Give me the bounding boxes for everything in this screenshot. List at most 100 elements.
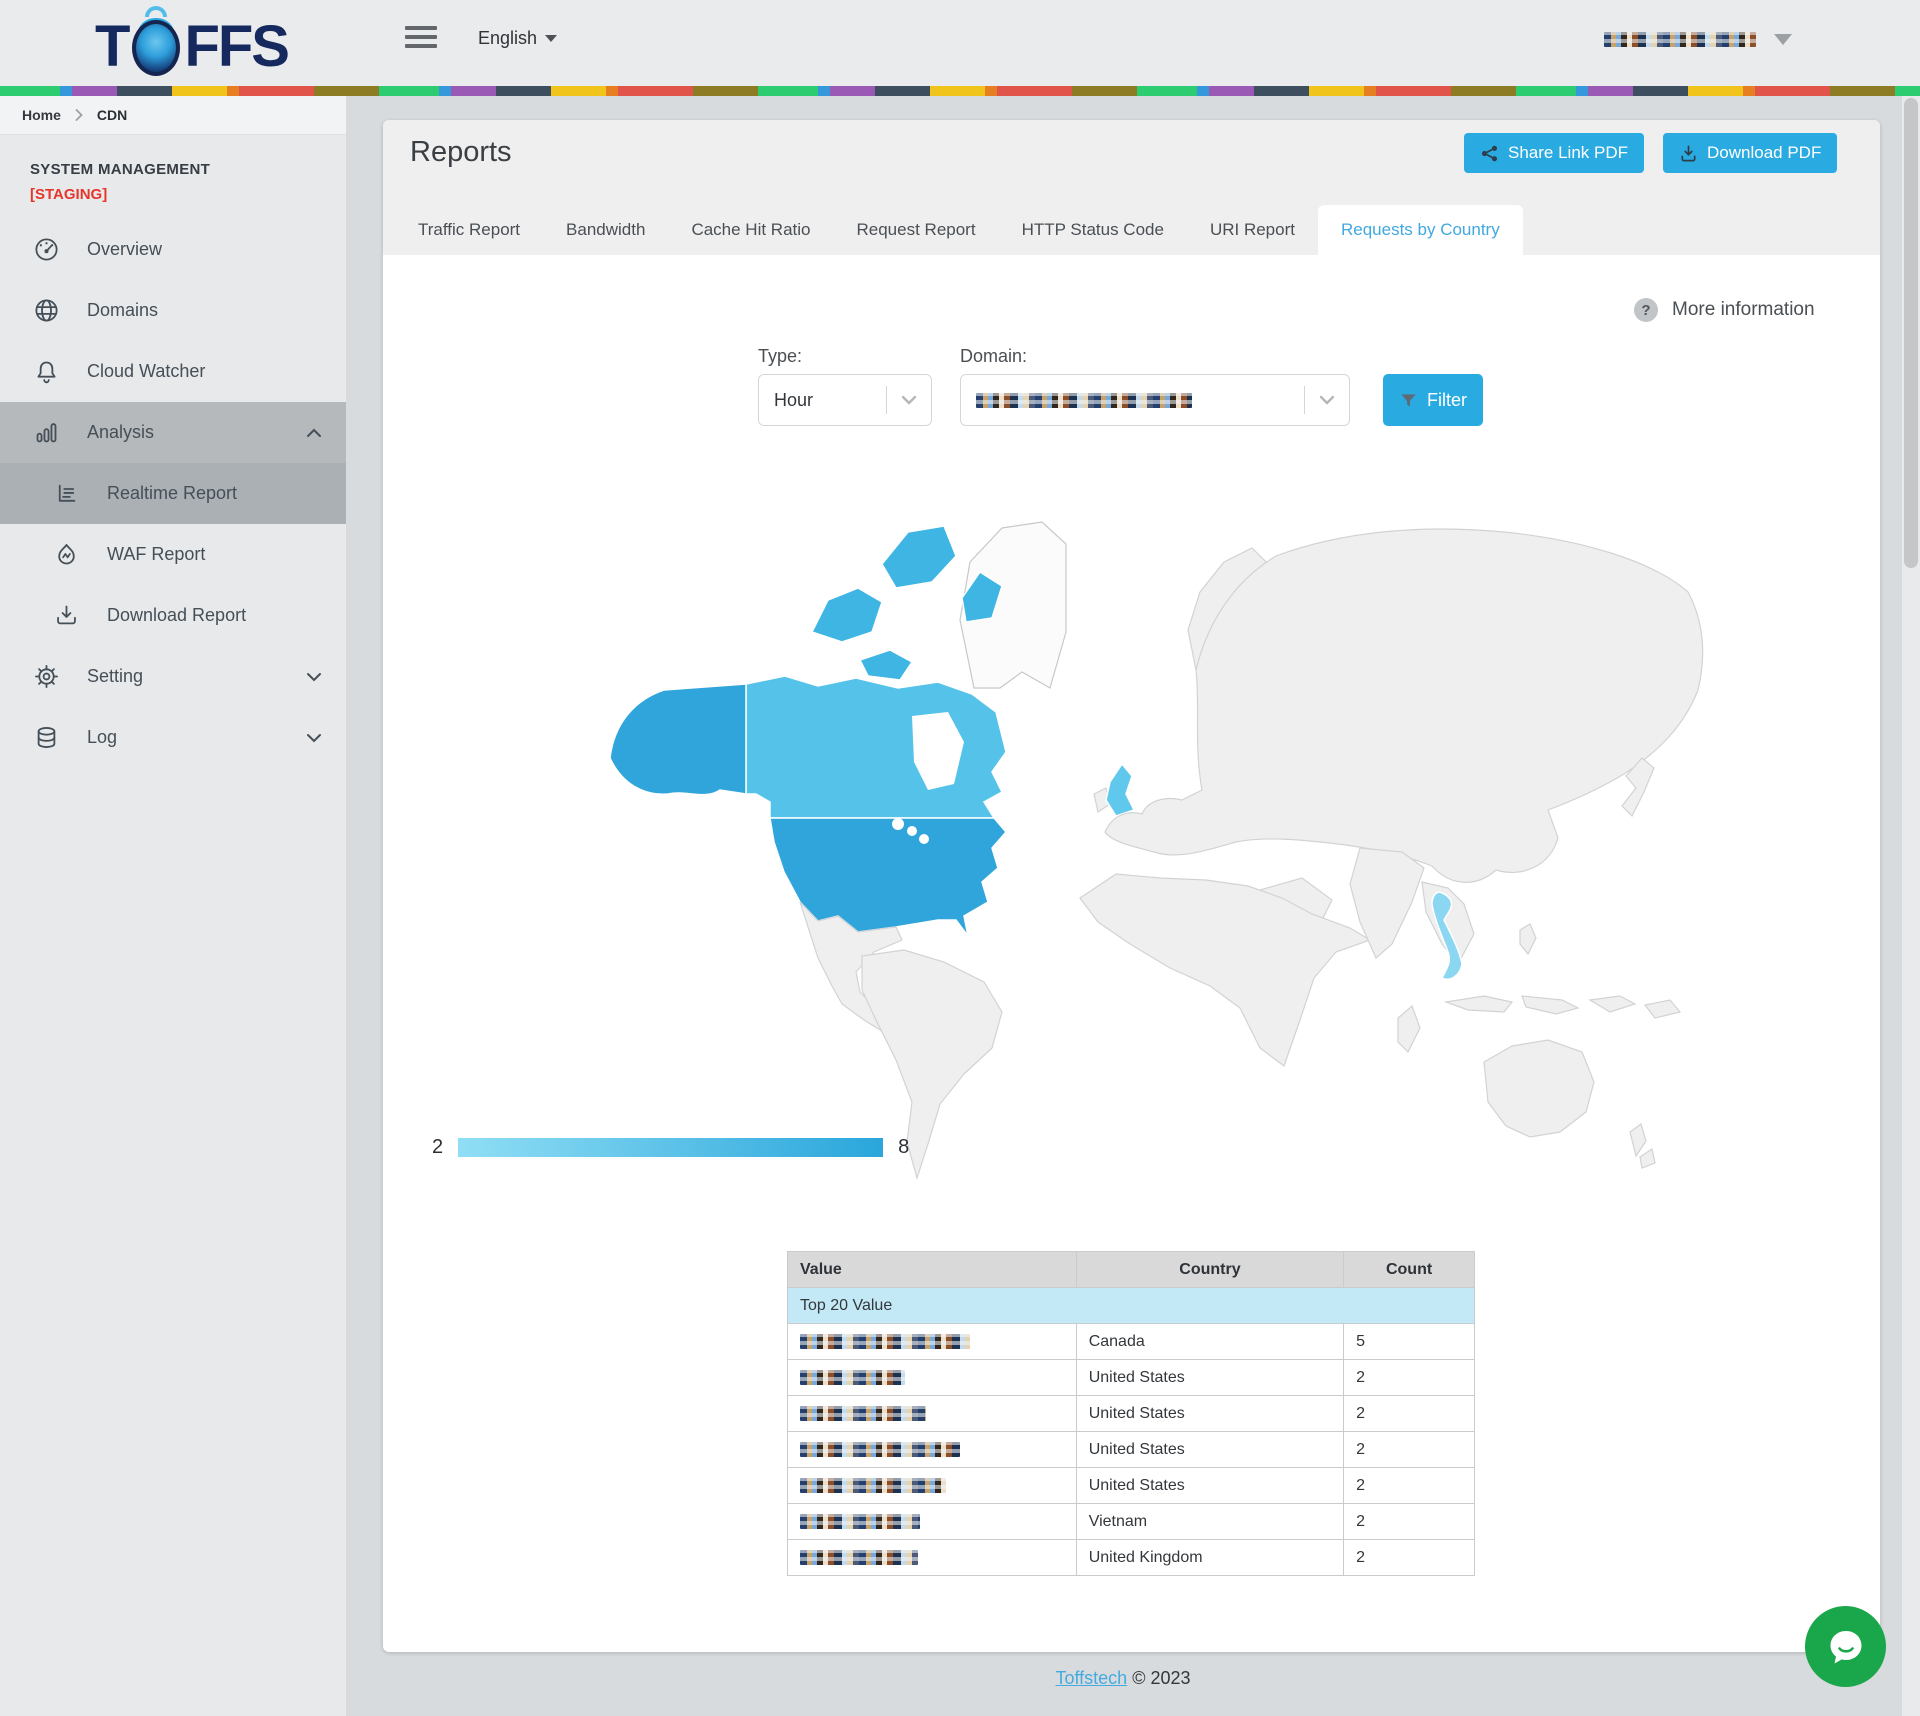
map-greenland bbox=[959, 521, 1067, 689]
sidebar-item-waf-report[interactable]: WAF Report bbox=[0, 524, 346, 585]
sidebar-item-overview[interactable]: Overview bbox=[0, 219, 346, 280]
map-united-kingdom[interactable] bbox=[1105, 762, 1136, 817]
table-row: United States 2 bbox=[787, 1395, 1475, 1432]
legend-max: 8 bbox=[898, 1136, 910, 1158]
count-cell: 2 bbox=[1343, 1467, 1475, 1504]
sidebar-item-cloud-watcher[interactable]: Cloud Watcher bbox=[0, 341, 346, 402]
footer: Toffstech © 2023 bbox=[346, 1668, 1900, 1689]
map-canada[interactable] bbox=[745, 675, 1007, 819]
filter-label: Filter bbox=[1427, 389, 1467, 410]
share-icon bbox=[1481, 145, 1498, 161]
chat-bubble-icon bbox=[1830, 1630, 1861, 1663]
value-cell-redacted bbox=[787, 1539, 1077, 1576]
hamburger-menu-icon[interactable] bbox=[405, 26, 437, 52]
map-vietnam[interactable] bbox=[1431, 891, 1463, 980]
help-question-icon[interactable]: ? bbox=[1634, 298, 1658, 322]
tab-bandwidth[interactable]: Bandwidth bbox=[566, 220, 646, 239]
sidebar-item-download-report[interactable]: Download Report bbox=[0, 585, 346, 646]
report-tabs: Traffic Report Bandwidth Cache Hit Ratio… bbox=[395, 205, 1523, 255]
type-select[interactable]: Hour bbox=[758, 374, 932, 426]
count-cell: 2 bbox=[1343, 1359, 1475, 1396]
footer-copyright: © 2023 bbox=[1132, 1668, 1191, 1688]
map-philippines bbox=[1519, 923, 1537, 956]
language-dropdown[interactable]: English bbox=[478, 28, 558, 49]
map-mexico bbox=[799, 901, 903, 1037]
reports-panel: Reports Share Link PDF Download PDF Traf… bbox=[383, 120, 1880, 1652]
value-cell-redacted bbox=[787, 1395, 1077, 1432]
chevron-right-icon bbox=[75, 109, 83, 121]
download-icon bbox=[1681, 145, 1696, 161]
tab-traffic-report[interactable]: Traffic Report bbox=[418, 220, 521, 239]
type-label: Type: bbox=[758, 346, 803, 366]
map-alaska[interactable] bbox=[609, 683, 747, 796]
map-eurasia bbox=[1104, 528, 1704, 883]
domain-select-value-redacted bbox=[976, 392, 1304, 408]
bar-chart-icon bbox=[33, 419, 60, 446]
map-india bbox=[1349, 847, 1425, 959]
table-group-row: Top 20 Value bbox=[787, 1287, 1475, 1324]
sidebar-item-log[interactable]: Log bbox=[0, 707, 346, 768]
sidebar-item-label: WAF Report bbox=[107, 544, 206, 564]
sidebar-item-analysis[interactable]: Analysis bbox=[0, 402, 346, 463]
country-cell: United Kingdom bbox=[1075, 1539, 1345, 1576]
top-header: T FFS English bbox=[0, 0, 1920, 86]
legend-min: 2 bbox=[432, 1136, 444, 1158]
domain-label: Domain: bbox=[960, 346, 1028, 366]
sidebar-item-realtime-report[interactable]: Realtime Report bbox=[0, 463, 346, 524]
col-header-value: Value bbox=[787, 1251, 1077, 1288]
breadcrumb-home[interactable]: Home bbox=[22, 107, 61, 123]
more-information: ? More information bbox=[1634, 298, 1815, 322]
map-new-zealand bbox=[1629, 1123, 1656, 1169]
user-account-dropdown[interactable] bbox=[1604, 32, 1792, 47]
user-email-redacted bbox=[1604, 32, 1756, 47]
vertical-scrollbar bbox=[1902, 96, 1920, 1716]
share-link-pdf-button[interactable]: Share Link PDF bbox=[1464, 133, 1644, 173]
database-icon bbox=[33, 724, 60, 751]
tab-cache-hit-ratio[interactable]: Cache Hit Ratio bbox=[691, 220, 811, 239]
caret-down-icon bbox=[1774, 34, 1792, 45]
download-icon bbox=[53, 602, 80, 629]
sidebar-item-label: Domains bbox=[87, 300, 159, 320]
toffs-logo[interactable]: T FFS bbox=[95, 6, 290, 79]
footer-link[interactable]: Toffstech bbox=[1055, 1668, 1128, 1688]
country-cell: Vietnam bbox=[1075, 1503, 1345, 1540]
map-australia bbox=[1483, 1039, 1595, 1138]
requests-table: Value Country Count Top 20 Value Canada … bbox=[787, 1251, 1475, 1576]
sidebar-item-setting[interactable]: Setting bbox=[0, 646, 346, 707]
tab-request-report[interactable]: Request Report bbox=[856, 220, 976, 239]
language-label: English bbox=[478, 28, 538, 48]
col-header-count: Count bbox=[1343, 1251, 1475, 1288]
country-cell: United States bbox=[1075, 1467, 1345, 1504]
logo-text-ffs: FFS bbox=[184, 14, 290, 79]
scrollbar-thumb[interactable] bbox=[1904, 98, 1918, 568]
count-cell: 2 bbox=[1343, 1431, 1475, 1468]
table-row: United States 2 bbox=[787, 1431, 1475, 1468]
value-cell-redacted bbox=[787, 1431, 1077, 1468]
type-select-value: Hour bbox=[774, 389, 814, 410]
tab-uri-report[interactable]: URI Report bbox=[1209, 220, 1295, 239]
download-pdf-label: Download PDF bbox=[1707, 143, 1822, 162]
flame-icon bbox=[53, 541, 80, 568]
logo-text-t: T bbox=[95, 14, 130, 79]
chevron-down-icon bbox=[1305, 395, 1349, 405]
sidebar-item-domains[interactable]: Domains bbox=[0, 280, 346, 341]
country-cell: United States bbox=[1075, 1395, 1345, 1432]
more-information-label: More information bbox=[1672, 299, 1815, 320]
tab-requests-by-country[interactable]: Requests by Country bbox=[1317, 205, 1523, 255]
map-africa bbox=[1079, 873, 1372, 1067]
table-header-row: Value Country Count bbox=[787, 1251, 1475, 1288]
tab-http-status-code[interactable]: HTTP Status Code bbox=[1021, 220, 1164, 239]
value-cell-redacted bbox=[787, 1503, 1077, 1540]
table-row: United States 2 bbox=[787, 1467, 1475, 1504]
domain-select[interactable] bbox=[960, 374, 1350, 426]
page-title: Reports bbox=[410, 136, 512, 168]
chat-support-button[interactable] bbox=[1805, 1606, 1886, 1687]
count-cell: 2 bbox=[1343, 1539, 1475, 1576]
download-pdf-button[interactable]: Download PDF bbox=[1663, 133, 1838, 173]
filter-button[interactable]: Filter bbox=[1383, 374, 1483, 426]
map-canada-islands[interactable] bbox=[810, 525, 1003, 681]
map-south-america bbox=[861, 949, 1003, 1181]
sidebar-item-label: Analysis bbox=[87, 422, 155, 442]
gauge-icon bbox=[33, 236, 60, 263]
share-link-pdf-label: Share Link PDF bbox=[1508, 143, 1628, 162]
